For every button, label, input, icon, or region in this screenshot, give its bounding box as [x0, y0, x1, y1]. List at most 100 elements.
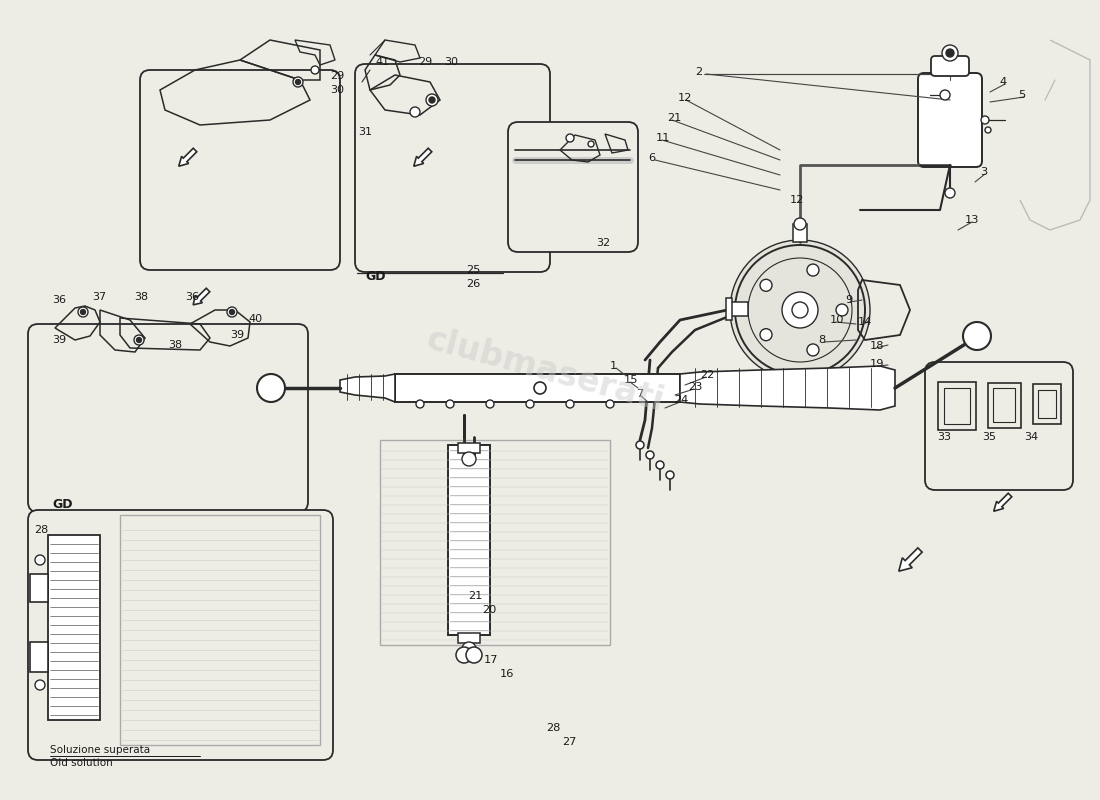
- Text: Soluzione superata: Soluzione superata: [50, 745, 150, 755]
- Circle shape: [293, 77, 303, 87]
- Circle shape: [606, 400, 614, 408]
- Text: 27: 27: [562, 737, 576, 747]
- Text: 32: 32: [596, 238, 611, 248]
- Circle shape: [462, 452, 476, 466]
- Circle shape: [446, 400, 454, 408]
- Circle shape: [227, 307, 236, 317]
- Circle shape: [807, 264, 820, 276]
- Text: 7: 7: [636, 389, 644, 399]
- Text: 37: 37: [92, 292, 106, 302]
- Text: 29: 29: [418, 57, 432, 67]
- Circle shape: [426, 94, 438, 106]
- FancyBboxPatch shape: [140, 70, 340, 270]
- Bar: [944, 388, 970, 424]
- Circle shape: [794, 218, 806, 230]
- Text: 36: 36: [52, 295, 66, 305]
- Text: 1: 1: [610, 361, 617, 371]
- Text: 21: 21: [667, 113, 681, 123]
- Circle shape: [257, 374, 285, 402]
- Circle shape: [466, 647, 482, 663]
- Text: 15: 15: [624, 375, 638, 385]
- Circle shape: [807, 344, 820, 356]
- FancyBboxPatch shape: [508, 122, 638, 252]
- Text: 35: 35: [982, 432, 996, 442]
- Circle shape: [230, 310, 234, 314]
- Text: 25: 25: [466, 265, 481, 275]
- Text: 31: 31: [358, 127, 372, 137]
- Circle shape: [760, 329, 772, 341]
- Bar: [458, 633, 480, 643]
- Circle shape: [962, 322, 991, 350]
- Bar: [793, 224, 807, 242]
- Text: 30: 30: [444, 57, 458, 67]
- Circle shape: [945, 188, 955, 198]
- Text: 11: 11: [656, 133, 671, 143]
- Text: 30: 30: [330, 85, 344, 95]
- Text: 36: 36: [185, 292, 199, 302]
- Bar: [379, 440, 610, 645]
- Circle shape: [730, 240, 870, 380]
- Circle shape: [35, 680, 45, 690]
- Text: 39: 39: [52, 335, 66, 345]
- Circle shape: [836, 304, 848, 316]
- Circle shape: [416, 400, 424, 408]
- Circle shape: [462, 642, 476, 656]
- Bar: [448, 445, 490, 635]
- Bar: [30, 642, 48, 672]
- FancyBboxPatch shape: [918, 73, 982, 167]
- Text: 12: 12: [678, 93, 692, 103]
- Text: GD: GD: [365, 270, 385, 282]
- Polygon shape: [680, 366, 895, 410]
- FancyBboxPatch shape: [28, 324, 308, 512]
- Circle shape: [80, 310, 86, 314]
- FancyBboxPatch shape: [925, 362, 1072, 490]
- Text: 23: 23: [688, 382, 703, 392]
- Circle shape: [792, 302, 808, 318]
- Text: 13: 13: [965, 215, 979, 225]
- Text: 28: 28: [546, 723, 560, 733]
- Circle shape: [429, 97, 434, 103]
- Polygon shape: [340, 374, 395, 402]
- Circle shape: [946, 49, 954, 57]
- Bar: [1033, 384, 1062, 424]
- Polygon shape: [899, 548, 922, 571]
- Text: 6: 6: [648, 153, 656, 163]
- Text: 33: 33: [937, 432, 952, 442]
- Bar: [726, 298, 732, 320]
- Text: 14: 14: [858, 317, 872, 327]
- Circle shape: [566, 134, 574, 142]
- Circle shape: [646, 451, 654, 459]
- Circle shape: [136, 338, 142, 342]
- Text: 26: 26: [466, 279, 481, 289]
- Circle shape: [410, 107, 420, 117]
- Circle shape: [666, 471, 674, 479]
- Bar: [48, 535, 100, 720]
- Text: 41: 41: [375, 57, 389, 67]
- Circle shape: [566, 400, 574, 408]
- Bar: [730, 302, 748, 316]
- Bar: [120, 515, 320, 745]
- Circle shape: [588, 141, 594, 147]
- FancyBboxPatch shape: [355, 64, 550, 272]
- Polygon shape: [178, 148, 197, 166]
- Bar: [938, 382, 976, 430]
- Circle shape: [981, 116, 989, 124]
- Bar: [458, 443, 480, 453]
- Text: 19: 19: [870, 359, 884, 369]
- Circle shape: [940, 90, 950, 100]
- Text: 39: 39: [230, 330, 244, 340]
- Circle shape: [636, 441, 644, 449]
- Text: 4: 4: [1000, 77, 1008, 87]
- Circle shape: [760, 279, 772, 291]
- Bar: [30, 574, 48, 602]
- Text: GD: GD: [52, 498, 73, 511]
- Text: 29: 29: [330, 71, 344, 81]
- Text: 38: 38: [134, 292, 148, 302]
- Text: Old solution: Old solution: [50, 758, 112, 768]
- Text: 2: 2: [695, 67, 702, 77]
- Circle shape: [782, 292, 818, 328]
- Circle shape: [311, 66, 319, 74]
- Circle shape: [78, 307, 88, 317]
- Bar: [988, 383, 1021, 428]
- Circle shape: [656, 461, 664, 469]
